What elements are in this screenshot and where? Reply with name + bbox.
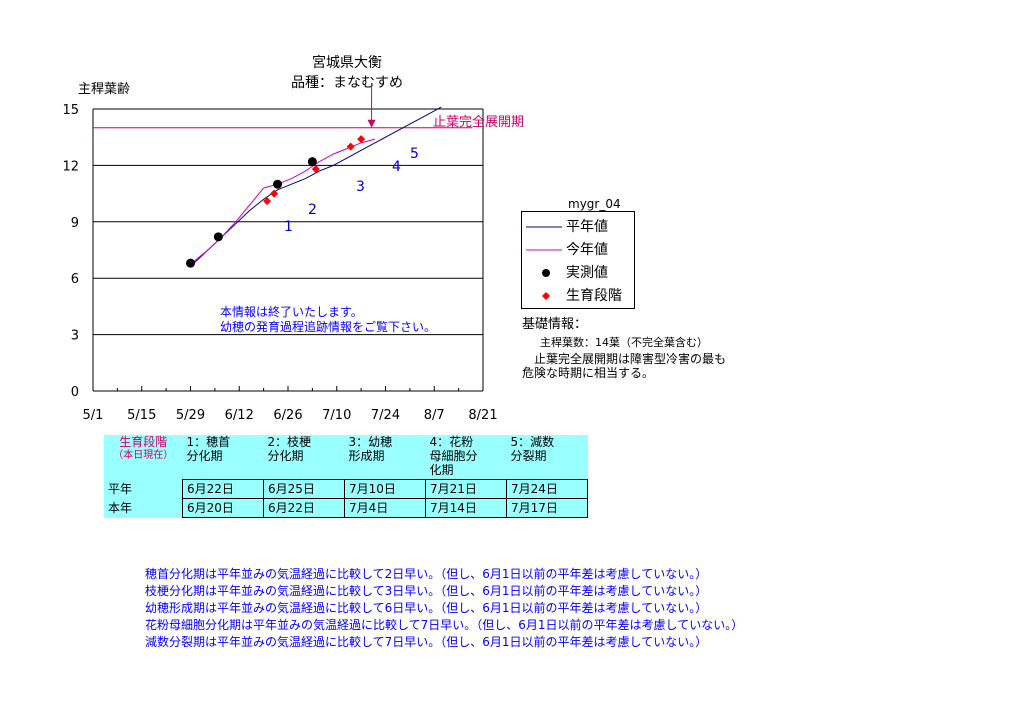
- note-line: 減数分裂期は平年並みの気温経過に比較して7日早い。（但し、6月1日以前の平年差は…: [145, 635, 708, 649]
- reference-line-label: 止葉完全展開期: [433, 114, 524, 130]
- legend-item-measured: 実測値: [522, 261, 634, 283]
- stage-table: 生育段階 （本日現在） 1：穂首 分化期 2：枝梗 分化期 3：幼穂 形成期 4…: [104, 435, 588, 518]
- stage-col-5-line2: 分裂期: [510, 449, 547, 463]
- stage-col-4-line2: 母細胞分: [429, 449, 478, 463]
- legend-label-measured: 実測値: [566, 265, 608, 281]
- stage-col-2-line1: 2：枝梗: [267, 435, 312, 449]
- legend-title: mygr_04: [568, 197, 621, 211]
- series-current-line: [193, 138, 376, 262]
- y-tick-label: 6: [71, 272, 79, 287]
- legend-label-stage: 生育段階: [566, 288, 622, 304]
- stage-col-5-line1: 5：減数: [510, 435, 555, 449]
- stage-row-label: 本年: [104, 498, 183, 518]
- stage-table-header: 生育段階 （本日現在） 1：穂首 分化期 2：枝梗 分化期 3：幼穂 形成期 4…: [104, 435, 588, 480]
- basis-note-1: 止葉完全展開期は障害型冷害の最も: [534, 352, 727, 366]
- x-tick-label: 5/29: [176, 408, 205, 423]
- measured-point: [273, 179, 283, 189]
- stage-cell: 7月24日: [506, 479, 588, 499]
- stage-cell: 7月17日: [506, 498, 588, 518]
- basis-leaf-count: 主稈葉数：14葉（不完全葉含む）: [540, 336, 708, 349]
- stage-col-4-line1: 4：花粉: [429, 435, 474, 449]
- stage-col-4: 4：花粉 母細胞分 化期: [425, 435, 507, 480]
- arrow-marker-head: [367, 119, 376, 128]
- stage-col-1-line2: 分化期: [186, 449, 223, 463]
- stage-col-3-line1: 3：幼穂: [348, 435, 393, 449]
- x-tick-label: 7/24: [371, 408, 400, 423]
- stage-col-3-line2: 形成期: [348, 449, 385, 463]
- x-tick-label: 7/10: [322, 408, 351, 423]
- stage-cell: 7月10日: [344, 479, 426, 499]
- stage-number-label: 3: [356, 179, 365, 195]
- stage-row-label: 平年: [104, 479, 183, 499]
- stage-marker: [357, 135, 366, 144]
- basis-note-2: 危険な時期に相当する。: [522, 366, 655, 380]
- y-axis-label: 主稈葉齢: [78, 82, 131, 97]
- stage-marker: [311, 165, 320, 174]
- stage-header-sub: （本日現在）: [113, 450, 174, 461]
- stage-header-cell: 生育段階 （本日現在）: [104, 435, 183, 480]
- y-tick-label: 3: [71, 329, 79, 344]
- stage-col-1-line1: 1：穂首: [186, 435, 231, 449]
- legend: 平年値 今年値 実測値 生育段階: [521, 211, 635, 309]
- stage-marker: [270, 189, 279, 198]
- stage-cell: 6月22日: [263, 498, 345, 518]
- stage-col-2: 2：枝梗 分化期: [263, 435, 345, 480]
- note-line: 幼穂形成期は平年並みの気温経過に比較して6日早い。（但し、6月1日以前の平年差は…: [145, 601, 708, 615]
- info-line-1: 本情報は終了いたします。: [220, 305, 363, 319]
- x-tick-label: 5/1: [83, 408, 104, 423]
- stage-cell: 7月14日: [425, 498, 507, 518]
- x-tick-label: 6/26: [273, 408, 302, 423]
- stage-col-3: 3：幼穂 形成期: [344, 435, 426, 480]
- stage-col-1: 1：穂首 分化期: [182, 435, 264, 480]
- stage-cell: 6月20日: [182, 498, 264, 518]
- stage-col-4-line3: 化期: [429, 463, 454, 477]
- info-line-2: 幼穂の発育過程追跡情報をご覧下さい。: [220, 320, 437, 334]
- legend-label-normal: 平年値: [566, 219, 608, 235]
- stage-number-label: 2: [308, 202, 317, 218]
- stage-col-5: 5：減数 分裂期: [506, 435, 588, 480]
- stage-marker: [263, 197, 272, 206]
- chart-title: 宮城県大衡: [312, 55, 382, 71]
- stage-row-normal: 平年 6月22日 6月25日 7月10日 7月21日 7月24日: [104, 479, 588, 499]
- measured-point: [307, 157, 317, 167]
- y-tick-label: 9: [71, 216, 79, 231]
- basis-title: 基礎情報：: [522, 317, 588, 332]
- stage-marker: [346, 142, 355, 151]
- stage-number-label: 1: [284, 219, 293, 235]
- legend-item-normal: 平年値: [522, 215, 634, 237]
- chart-subtitle: 品種：まなむすめ: [291, 75, 403, 91]
- measured-point: [213, 232, 223, 242]
- stage-number-label: 5: [410, 146, 419, 162]
- note-line: 枝梗分化期は平年並みの気温経過に比較して3日早い。（但し、6月1日以前の平年差は…: [145, 584, 708, 598]
- stage-row-current: 本年 6月20日 6月22日 7月4日 7月14日 7月17日: [104, 498, 588, 518]
- x-tick-label: 8/21: [468, 408, 497, 423]
- stage-number-label: 4: [392, 159, 401, 175]
- stage-notes: 穂首分化期は平年並みの気温経過に比較して2日早い。（但し、6月1日以前の平年差は…: [145, 566, 743, 651]
- legend-item-stage: 生育段階: [522, 284, 634, 306]
- note-line: 穂首分化期は平年並みの気温経過に比較して2日早い。（但し、6月1日以前の平年差は…: [145, 567, 708, 581]
- series-normal-line: [193, 106, 442, 264]
- stage-cell: 6月22日: [182, 479, 264, 499]
- x-tick-label: 6/12: [225, 408, 254, 423]
- y-tick-label: 0: [71, 385, 79, 400]
- stage-header-label: 生育段階: [119, 435, 168, 449]
- info-notice: 本情報は終了いたします。 幼穂の発育過程追跡情報をご覧下さい。: [220, 305, 436, 335]
- stage-cell: 7月21日: [425, 479, 507, 499]
- x-tick-label: 5/15: [127, 408, 156, 423]
- measured-point: [186, 258, 195, 268]
- legend-item-current: 今年値: [522, 238, 634, 260]
- stage-cell: 6月25日: [263, 479, 345, 499]
- note-line: 花粉母細胞分化期は平年並みの気温経過に比較して7日早い。（但し、6月1日以前の平…: [145, 618, 744, 632]
- y-tick-label: 12: [62, 159, 79, 174]
- stage-cell: 7月4日: [344, 498, 426, 518]
- x-tick-label: 8/7: [424, 408, 445, 423]
- y-tick-label: 15: [62, 103, 79, 118]
- legend-label-current: 今年値: [566, 242, 608, 258]
- stage-col-2-line2: 分化期: [267, 449, 304, 463]
